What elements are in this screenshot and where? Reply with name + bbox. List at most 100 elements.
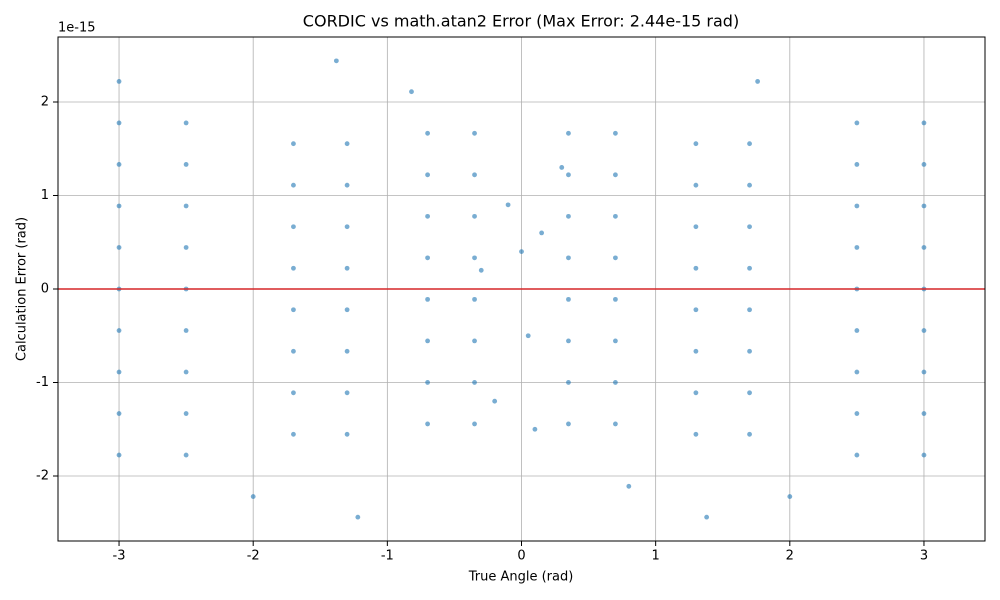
point bbox=[566, 296, 571, 302]
point bbox=[183, 369, 189, 375]
point bbox=[425, 338, 430, 344]
x-tick-label: -3 bbox=[113, 549, 126, 564]
point bbox=[921, 120, 927, 126]
point bbox=[921, 369, 927, 375]
point bbox=[693, 348, 699, 354]
point bbox=[183, 245, 189, 250]
point bbox=[250, 494, 256, 499]
point bbox=[472, 296, 477, 302]
point bbox=[344, 182, 350, 188]
point bbox=[116, 411, 122, 416]
point bbox=[539, 230, 545, 236]
point bbox=[613, 172, 618, 178]
point bbox=[472, 338, 477, 344]
point bbox=[472, 380, 477, 385]
point bbox=[693, 390, 699, 396]
point bbox=[183, 162, 189, 167]
point bbox=[613, 338, 618, 344]
point bbox=[613, 421, 618, 427]
point bbox=[566, 380, 571, 385]
point bbox=[116, 245, 122, 250]
point bbox=[291, 390, 296, 396]
point bbox=[116, 203, 122, 209]
point bbox=[425, 172, 430, 178]
point bbox=[409, 89, 414, 95]
x-tick-label: -1 bbox=[381, 549, 394, 564]
point bbox=[747, 224, 752, 230]
point bbox=[747, 390, 752, 396]
point bbox=[566, 338, 571, 344]
point bbox=[613, 130, 618, 136]
point bbox=[854, 328, 860, 333]
point bbox=[613, 213, 618, 219]
point bbox=[854, 120, 860, 126]
y-offset-label: 1e-15 bbox=[58, 21, 96, 36]
x-tick-label: 3 bbox=[920, 549, 928, 564]
point bbox=[344, 431, 350, 437]
point bbox=[693, 182, 699, 188]
point bbox=[116, 120, 122, 126]
point bbox=[344, 307, 350, 313]
point bbox=[116, 162, 122, 167]
point bbox=[566, 130, 571, 136]
point bbox=[755, 79, 761, 84]
point bbox=[183, 328, 189, 333]
point bbox=[566, 255, 571, 261]
point bbox=[291, 307, 296, 313]
y-tick-label: 0 bbox=[41, 282, 49, 297]
point bbox=[693, 431, 699, 437]
point bbox=[854, 245, 860, 250]
point bbox=[355, 514, 361, 520]
point bbox=[921, 452, 927, 458]
point bbox=[747, 307, 752, 313]
point bbox=[747, 141, 752, 147]
point bbox=[693, 224, 699, 230]
point bbox=[183, 203, 189, 209]
x-tick-label: -2 bbox=[247, 549, 260, 564]
point bbox=[559, 165, 565, 170]
point bbox=[472, 130, 477, 136]
point bbox=[472, 421, 477, 427]
point bbox=[787, 494, 793, 499]
point bbox=[921, 245, 927, 250]
point bbox=[116, 369, 122, 375]
point bbox=[613, 380, 618, 385]
point bbox=[183, 411, 189, 416]
point bbox=[492, 398, 498, 404]
point bbox=[333, 58, 339, 64]
point bbox=[183, 452, 189, 458]
point bbox=[693, 265, 699, 271]
x-tick-label: 1 bbox=[652, 549, 660, 564]
point bbox=[116, 452, 122, 458]
point bbox=[747, 348, 752, 354]
point bbox=[921, 328, 927, 333]
point bbox=[291, 265, 296, 271]
point bbox=[116, 79, 122, 84]
point bbox=[921, 162, 927, 167]
point bbox=[425, 380, 430, 385]
point bbox=[472, 213, 477, 219]
point bbox=[344, 265, 350, 271]
plot-frame bbox=[57, 36, 986, 542]
point bbox=[291, 431, 296, 437]
point bbox=[183, 120, 189, 126]
point bbox=[344, 141, 350, 147]
point bbox=[921, 203, 927, 209]
point bbox=[747, 265, 752, 271]
point bbox=[854, 452, 860, 458]
y-tick-label: -1 bbox=[36, 375, 49, 390]
point bbox=[472, 172, 477, 178]
point bbox=[425, 421, 430, 427]
point bbox=[693, 307, 699, 313]
point bbox=[519, 249, 524, 254]
point bbox=[425, 130, 430, 136]
point bbox=[854, 162, 860, 167]
y-tick-label: 1 bbox=[41, 188, 49, 203]
point bbox=[921, 411, 927, 416]
point bbox=[854, 369, 860, 375]
point bbox=[344, 348, 350, 354]
x-tick-label: 2 bbox=[786, 549, 794, 564]
y-tick-label: 2 bbox=[41, 94, 49, 109]
